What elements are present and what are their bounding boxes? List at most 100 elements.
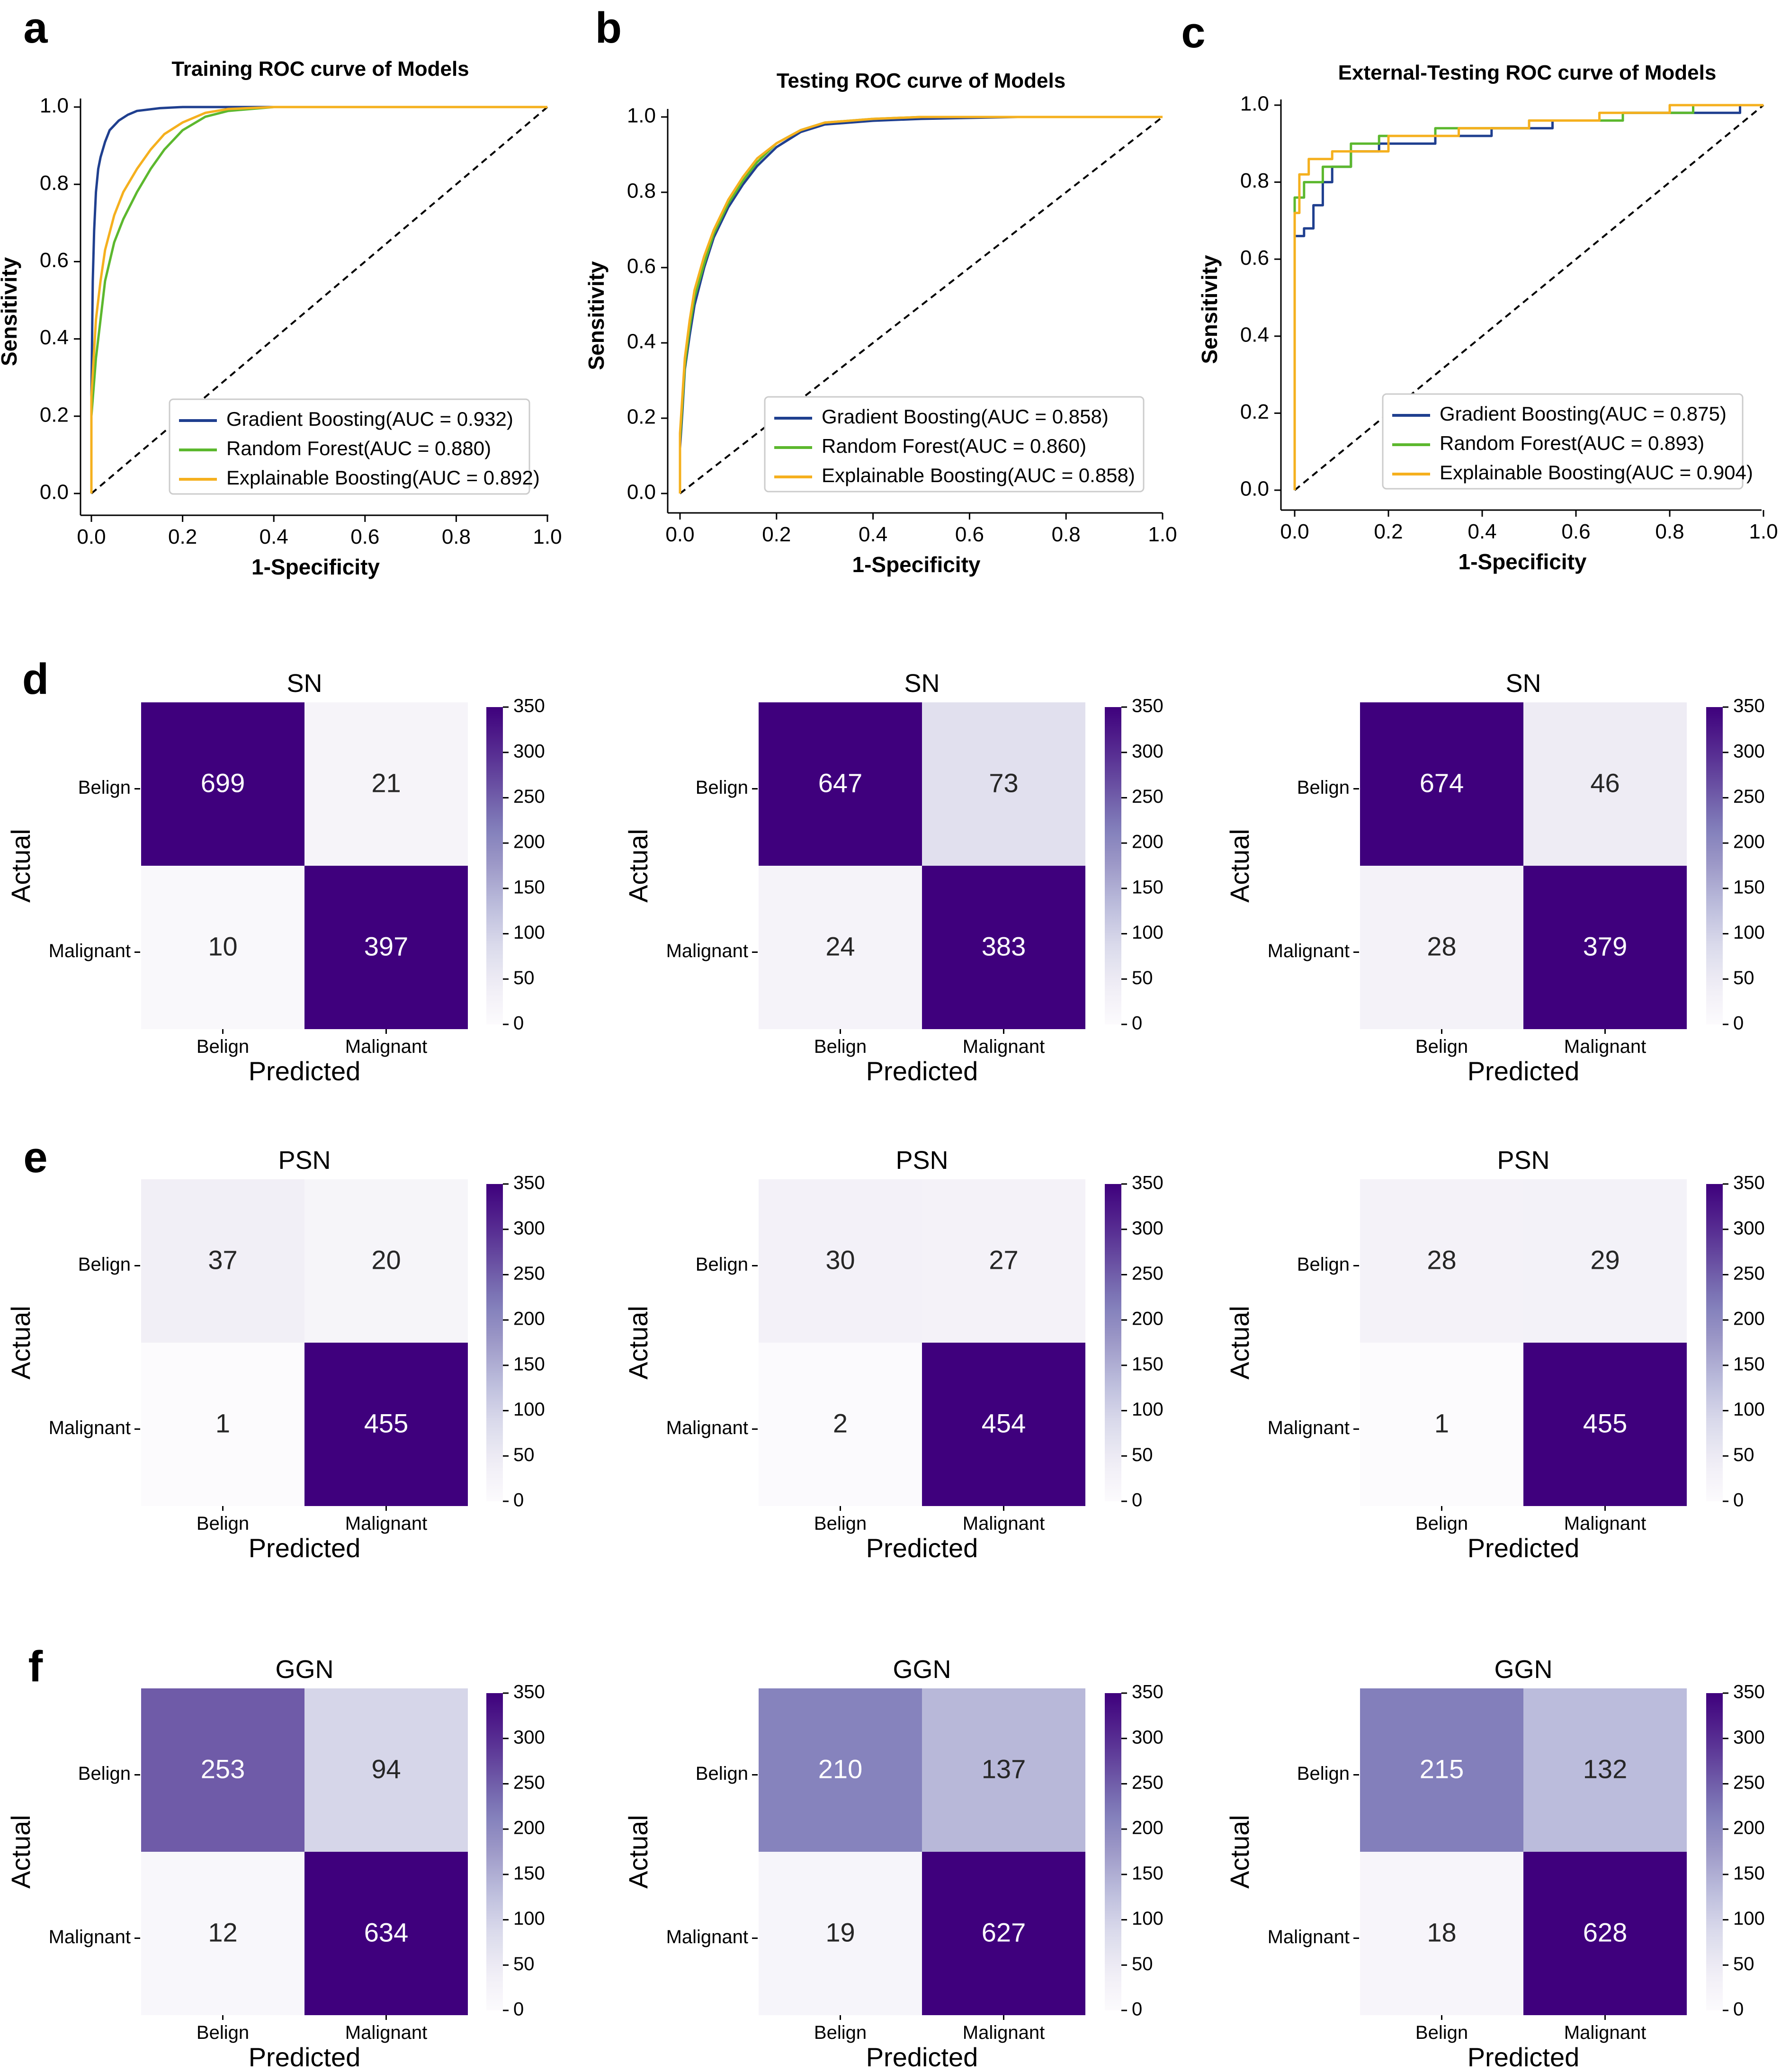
x-axis-label: Predicted (866, 2042, 978, 2072)
colorbar-tick-label: 50 (1733, 1954, 1754, 1974)
cell-value: 627 (982, 1917, 1026, 1947)
col-label: Malignant (1564, 1036, 1646, 1057)
colorbar-tick-label: 150 (1132, 877, 1164, 897)
heatmap-cell (304, 1343, 468, 1506)
colorbar-tick-label: 150 (513, 1354, 545, 1374)
y-tick-label: 0.6 (627, 255, 656, 278)
colorbar-tick-label: 350 (1132, 1682, 1164, 1703)
cell-value: 73 (989, 768, 1018, 798)
legend-label: Random Forest(AUC = 0.880) (226, 437, 491, 459)
cell-value: 28 (1427, 1245, 1456, 1274)
colorbar-tick-label: 300 (1132, 741, 1164, 762)
colorbar-tick-label: 200 (1132, 832, 1164, 852)
x-tick-label: 0.6 (1561, 520, 1590, 543)
roc-chart-a: 0.0 0.2 0.4 0.6 0.8 1.0 0.0 0.2 0.4 0.6 0.8 1.0 Trai… (0, 57, 562, 579)
matrix-title: GGN (275, 1655, 333, 1684)
y-axis-label: Sensitivity (584, 261, 609, 370)
colorbar-tick-label: 250 (1132, 1772, 1164, 1793)
panel-letter-c: c (1181, 9, 1205, 57)
colorbar (486, 1693, 503, 2010)
heatmap-cell (304, 1688, 468, 1852)
colorbar-tick-label: 200 (1132, 1818, 1164, 1839)
y-tick-label: 0.6 (1240, 246, 1269, 269)
col-label: Belign (197, 1513, 249, 1534)
panel-letter-e: e (23, 1133, 47, 1182)
cell-value: 19 (825, 1917, 855, 1947)
col-label: Malignant (345, 1513, 427, 1534)
cell-value: 24 (825, 931, 855, 961)
heatmap-cell (141, 702, 304, 866)
x-tick-label: 0.4 (260, 525, 288, 548)
colorbar (1105, 1184, 1121, 1501)
legend-box (1382, 393, 1744, 490)
x-tick-label: 1.0 (533, 525, 562, 548)
y-axis-label: Sensitivity (0, 257, 21, 367)
colorbar-tick-label: 0 (1733, 1490, 1744, 1511)
colorbar (1706, 1693, 1723, 2010)
colorbar-tick-label: 150 (1733, 1354, 1765, 1374)
y-axis-label: Actual (6, 1306, 36, 1380)
cell-value: 455 (364, 1408, 408, 1438)
col-label: Malignant (963, 2022, 1045, 2043)
legend-label: Gradient Boosting(AUC = 0.932) (226, 408, 513, 430)
cell-value: 455 (1583, 1408, 1627, 1438)
panel-letter-a: a (23, 4, 48, 52)
x-axis-label: 1-Specificity (251, 555, 380, 579)
row-label: Belign (78, 777, 131, 798)
roc-line-0 (90, 106, 547, 493)
cell-value: 383 (982, 931, 1026, 961)
confusion-matrix-f-1: 253 94 12 634 Belign Malignant Belign Malignant… (6, 1655, 545, 2072)
cell-value: 454 (982, 1408, 1026, 1438)
matrix-title: SN (1505, 669, 1541, 698)
x-axis-label: Predicted (249, 2042, 361, 2072)
x-tick-label: 0.8 (442, 525, 471, 548)
cell-value: 10 (208, 931, 237, 961)
heatmap-cell (759, 1179, 922, 1343)
col-label: Belign (814, 2022, 867, 2043)
colorbar-tick-label: 350 (1733, 1682, 1765, 1703)
colorbar-tick-label: 250 (1733, 1772, 1765, 1793)
x-tick-label: 0.2 (168, 525, 197, 548)
row-label: Belign (78, 1763, 131, 1784)
y-tick-label: 0.2 (627, 405, 656, 429)
cell-value: 1 (215, 1408, 230, 1438)
colorbar-tick-label: 0 (513, 1490, 524, 1511)
colorbar-tick-label: 350 (1132, 696, 1164, 717)
heatmap-cell (304, 1852, 468, 2015)
col-label: Belign (197, 2022, 249, 2043)
row-label: Malignant (49, 941, 131, 961)
confusion-matrix-d-1: 699 21 10 397 Belign Malignant Belign Malignant… (6, 669, 545, 1086)
colorbar-tick-label: 300 (1733, 1218, 1765, 1238)
heatmap-cell (141, 1688, 304, 1852)
colorbar-tick-label: 100 (1733, 1908, 1765, 1929)
y-axis-label: Actual (623, 1306, 653, 1380)
colorbar-tick-label: 350 (1733, 696, 1765, 717)
roc-line-1 (90, 106, 547, 493)
x-tick-label: 1.0 (1749, 520, 1778, 543)
x-axis-label: Predicted (1468, 1533, 1580, 1563)
y-tick-label: 0.0 (40, 481, 69, 504)
colorbar-tick-label: 0 (1733, 1013, 1744, 1034)
cell-value: 699 (201, 768, 245, 798)
colorbar-tick-label: 150 (1733, 1863, 1765, 1884)
colorbar-tick-label: 150 (1733, 877, 1765, 897)
heatmap-cell (141, 1852, 304, 2015)
col-label: Belign (197, 1036, 249, 1057)
heatmap-cell (1523, 1343, 1687, 1506)
colorbar-tick-label: 50 (513, 1444, 535, 1465)
row-label: Belign (1297, 1763, 1350, 1784)
heatmap-cell (759, 702, 922, 866)
cell-value: 94 (371, 1754, 401, 1784)
cell-value: 1 (1434, 1408, 1449, 1438)
colorbar-tick-label: 50 (1132, 1954, 1153, 1974)
colorbar-tick-label: 100 (1132, 922, 1164, 943)
heatmap-cell (1360, 1688, 1523, 1852)
legend-box (169, 398, 530, 495)
col-label: Malignant (345, 2022, 427, 2043)
colorbar-tick-label: 50 (1733, 968, 1754, 988)
heatmap-cell (922, 1688, 1085, 1852)
colorbar-tick-label: 300 (1733, 741, 1765, 762)
cell-value: 647 (818, 768, 862, 798)
roc-line-2 (90, 106, 547, 493)
col-label: Belign (814, 1513, 867, 1534)
